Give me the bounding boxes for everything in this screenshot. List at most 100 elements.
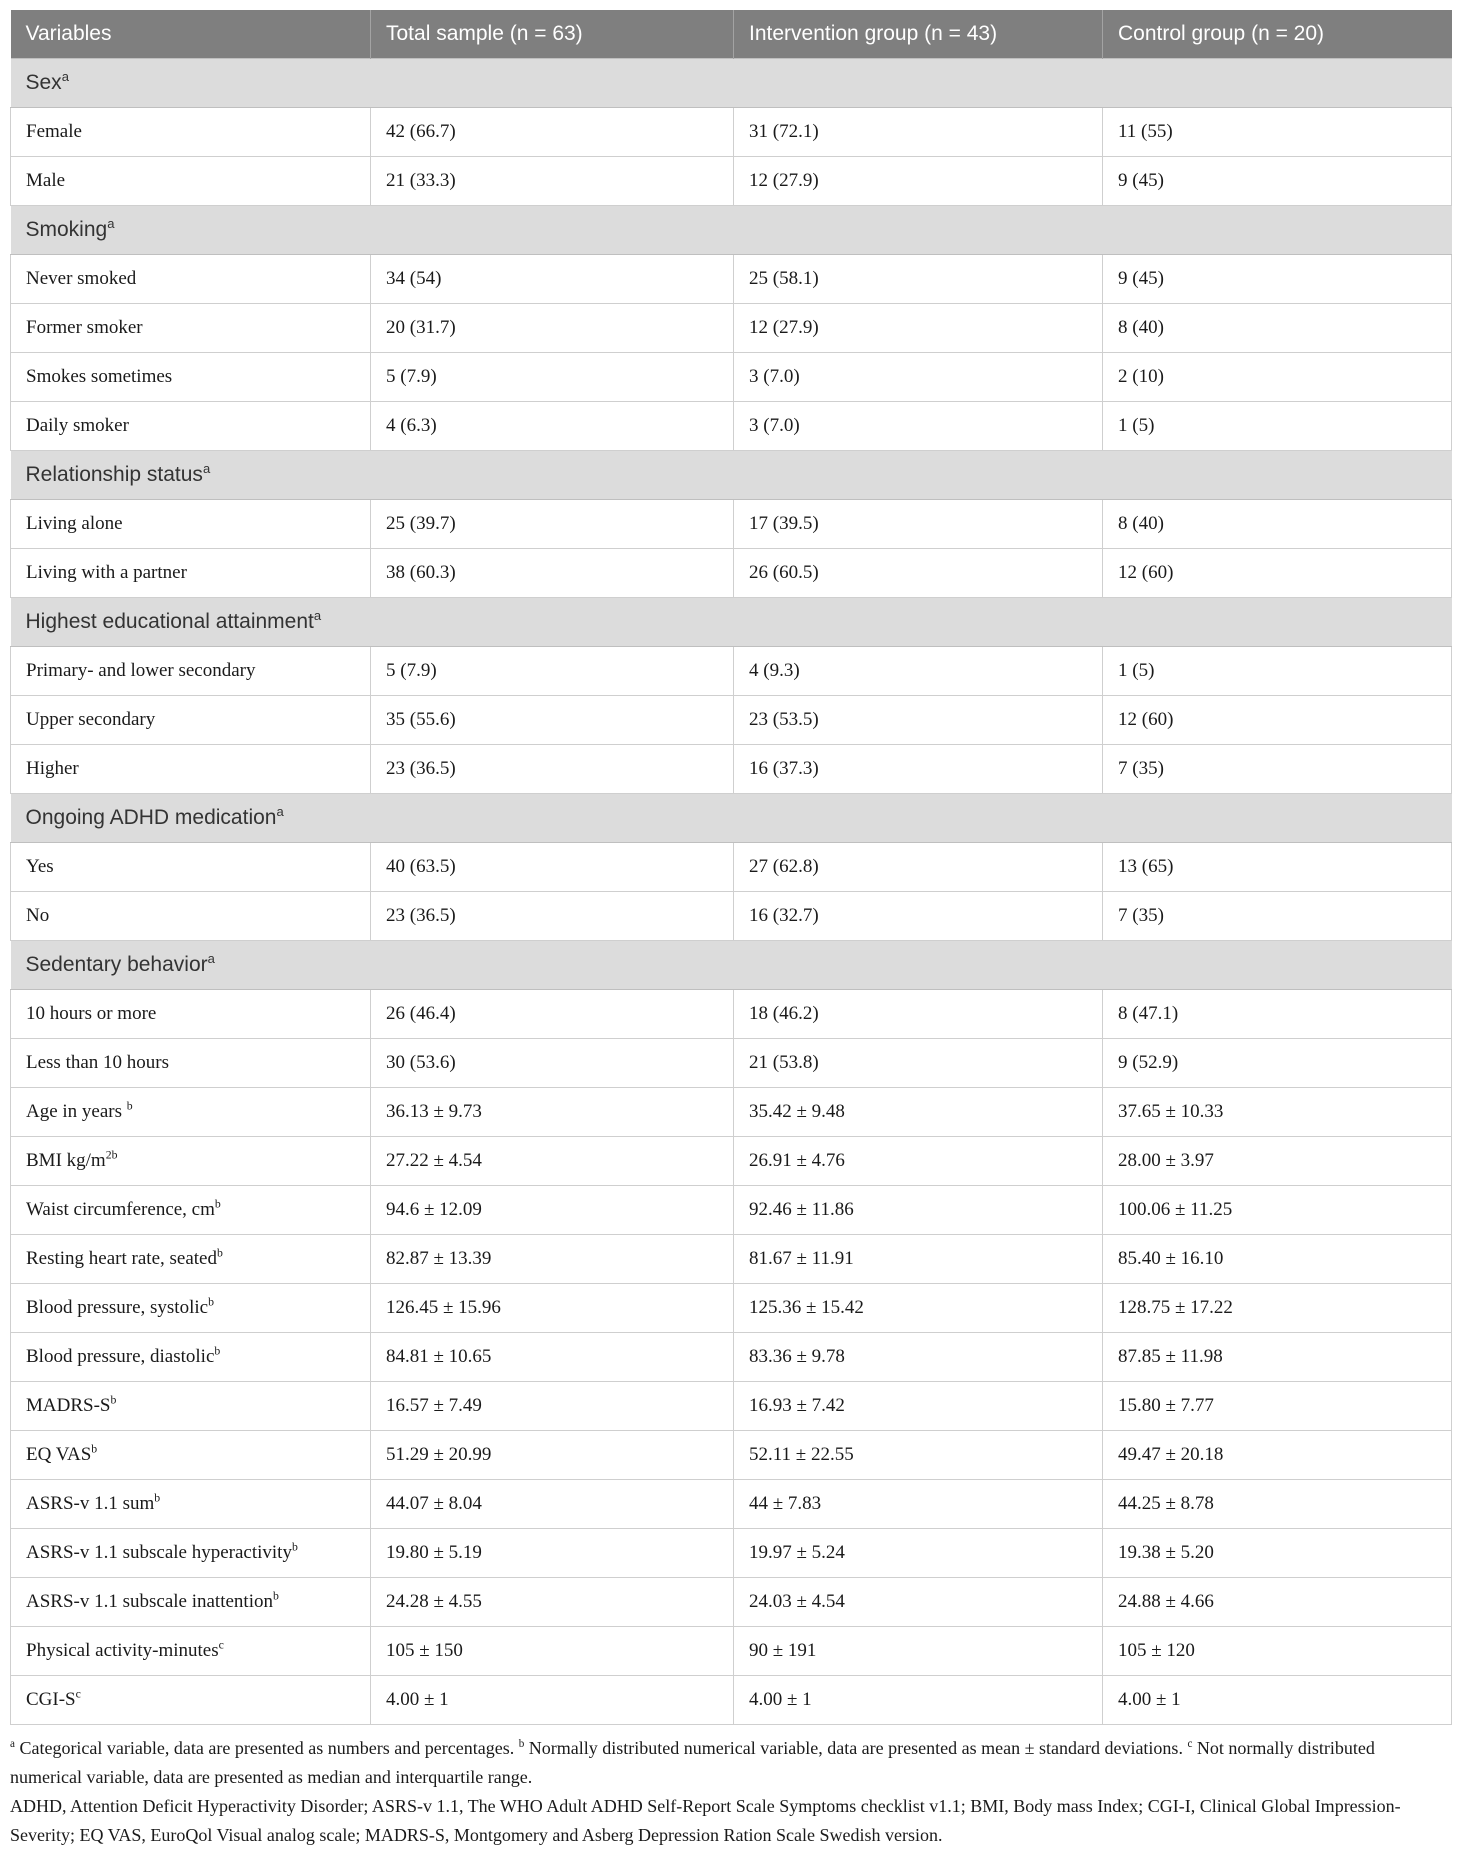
section-label: Sexa <box>10 58 1452 108</box>
cell-value: 9 (52.9) <box>1102 1038 1452 1088</box>
cell-value: 3 (7.0) <box>733 401 1103 451</box>
cell-value: 92.46 ± 11.86 <box>733 1185 1103 1235</box>
cell-value: 24.88 ± 4.66 <box>1102 1577 1452 1627</box>
superscript-marker: b <box>126 1099 133 1113</box>
cell-value: 12 (27.9) <box>733 303 1103 353</box>
cell-value: 13 (65) <box>1102 842 1452 892</box>
cell-value: 35 (55.6) <box>370 695 734 745</box>
cell-value: 4.00 ± 1 <box>370 1675 734 1725</box>
section-label: Sedentary behaviora <box>10 940 1452 990</box>
row-label: Yes <box>10 842 371 892</box>
col-header-total-sample: Total sample (n = 63) <box>370 10 734 59</box>
cell-value: 28.00 ± 3.97 <box>1102 1136 1452 1186</box>
row-label: MADRS-Sb <box>10 1381 371 1431</box>
table-header: Variables Total sample (n = 63) Interven… <box>10 10 1452 59</box>
section-label: Highest educational attainmenta <box>10 597 1452 647</box>
table-row: Resting heart rate, seatedb 82.87 ± 13.39… <box>10 1234 1452 1284</box>
cell-value: 20 (31.7) <box>370 303 734 353</box>
cell-value: 94.6 ± 12.09 <box>370 1185 734 1235</box>
cell-value: 2 (10) <box>1102 352 1452 402</box>
cell-value: 12 (60) <box>1102 548 1452 598</box>
superscript-marker: a <box>207 951 215 966</box>
cell-value: 26 (46.4) <box>370 989 734 1039</box>
cell-value: 52.11 ± 22.55 <box>733 1430 1103 1480</box>
table-row: Never smoked 34 (54) 25 (58.1) 9 (45) <box>10 254 1452 304</box>
cell-value: 5 (7.9) <box>370 646 734 696</box>
superscript-marker: a <box>61 69 69 84</box>
cell-value: 12 (27.9) <box>733 156 1103 206</box>
superscript-marker: b <box>216 1246 223 1260</box>
table-row: Yes 40 (63.5) 27 (62.8) 13 (65) <box>10 842 1452 892</box>
cell-value: 18 (46.2) <box>733 989 1103 1039</box>
cell-value: 84.81 ± 10.65 <box>370 1332 734 1382</box>
cell-value: 9 (45) <box>1102 156 1452 206</box>
cell-value: 21 (33.3) <box>370 156 734 206</box>
superscript-marker: a <box>313 608 322 623</box>
cell-value: 15.80 ± 7.77 <box>1102 1381 1452 1431</box>
cell-value: 81.67 ± 11.91 <box>733 1234 1103 1284</box>
cell-value: 44.07 ± 8.04 <box>370 1479 734 1529</box>
cell-value: 24.28 ± 4.55 <box>370 1577 734 1627</box>
section-row: Highest educational attainmenta <box>10 597 1452 647</box>
cell-value: 38 (60.3) <box>370 548 734 598</box>
cell-value: 25 (39.7) <box>370 499 734 549</box>
table-row: Smokes sometimes 5 (7.9) 3 (7.0) 2 (10) <box>10 352 1452 402</box>
cell-value: 34 (54) <box>370 254 734 304</box>
cell-value: 82.87 ± 13.39 <box>370 1234 734 1284</box>
cell-value: 17 (39.5) <box>733 499 1103 549</box>
row-label: Higher <box>10 744 371 794</box>
cell-value: 31 (72.1) <box>733 107 1103 157</box>
row-label: No <box>10 891 371 941</box>
table-row: Living with a partner 38 (60.3) 26 (60.5) 1… <box>10 548 1452 598</box>
row-label: BMI kg/m2b <box>10 1136 371 1186</box>
row-label: Female <box>10 107 371 157</box>
cell-value: 16 (37.3) <box>733 744 1103 794</box>
section-row: Smokinga <box>10 205 1452 255</box>
table-row: Daily smoker 4 (6.3) 3 (7.0) 1 (5) <box>10 401 1452 451</box>
row-label: Upper secondary <box>10 695 371 745</box>
superscript-marker: a <box>202 461 211 476</box>
row-label: Former smoker <box>10 303 371 353</box>
table-row: Blood pressure, diastolicb 84.81 ± 10.65 8… <box>10 1332 1452 1382</box>
table-row: EQ VASb 51.29 ± 20.99 52.11 ± 22.55 49.47 ±… <box>10 1430 1452 1480</box>
cell-value: 23 (53.5) <box>733 695 1103 745</box>
superscript-marker: b <box>518 1738 525 1750</box>
superscript-marker: c <box>75 1687 81 1701</box>
superscript-marker: b <box>208 1295 214 1309</box>
section-label: Ongoing ADHD medicationa <box>10 793 1452 843</box>
row-label: ASRS-v 1.1 subscale inattentionb <box>10 1577 371 1627</box>
row-label: Blood pressure, diastolicb <box>10 1332 371 1382</box>
superscript-marker: b <box>214 1344 221 1358</box>
cell-value: 19.97 ± 5.24 <box>733 1528 1103 1578</box>
cell-value: 4 (9.3) <box>733 646 1103 696</box>
cell-value: 100.06 ± 11.25 <box>1102 1185 1452 1235</box>
table-row: Male 21 (33.3) 12 (27.9) 9 (45) <box>10 156 1452 206</box>
row-label: Smokes sometimes <box>10 352 371 402</box>
section-row: Relationship statusa <box>10 450 1452 500</box>
superscript-marker: 2b <box>105 1148 118 1162</box>
table-row: Less than 10 hours 30 (53.6) 21 (53.8) 9 (5… <box>10 1038 1452 1088</box>
cell-value: 4.00 ± 1 <box>1102 1675 1452 1725</box>
cell-value: 25 (58.1) <box>733 254 1103 304</box>
row-label: 10 hours or more <box>10 989 371 1039</box>
cell-value: 90 ± 191 <box>733 1626 1103 1676</box>
col-header-intervention-group: Intervention group (n = 43) <box>733 10 1103 59</box>
row-label: EQ VASb <box>10 1430 371 1480</box>
superscript-marker: b <box>154 1491 161 1505</box>
cell-value: 128.75 ± 17.22 <box>1102 1283 1452 1333</box>
section-row: Ongoing ADHD medicationa <box>10 793 1452 843</box>
footnote-abbreviations: ADHD, Attention Deficit Hyperactivity Di… <box>10 1796 1401 1845</box>
footnotes: a Categorical variable, data are present… <box>10 1725 1451 1850</box>
cell-value: 1 (5) <box>1102 401 1452 451</box>
row-label: Physical activity-minutesc <box>10 1626 371 1676</box>
superscript-marker: b <box>272 1589 279 1603</box>
cell-value: 16 (32.7) <box>733 891 1103 941</box>
table-row: Upper secondary 35 (55.6) 23 (53.5) 12 (60) <box>10 695 1452 745</box>
cell-value: 8 (47.1) <box>1102 989 1452 1039</box>
cell-value: 36.13 ± 9.73 <box>370 1087 734 1137</box>
table-row: ASRS-v 1.1 sumb 44.07 ± 8.04 44 ± 7.83 44.2… <box>10 1479 1452 1529</box>
section-label: Smokinga <box>10 205 1452 255</box>
footnote-notes: a Categorical variable, data are present… <box>10 1738 1375 1787</box>
cell-value: 87.85 ± 11.98 <box>1102 1332 1452 1382</box>
